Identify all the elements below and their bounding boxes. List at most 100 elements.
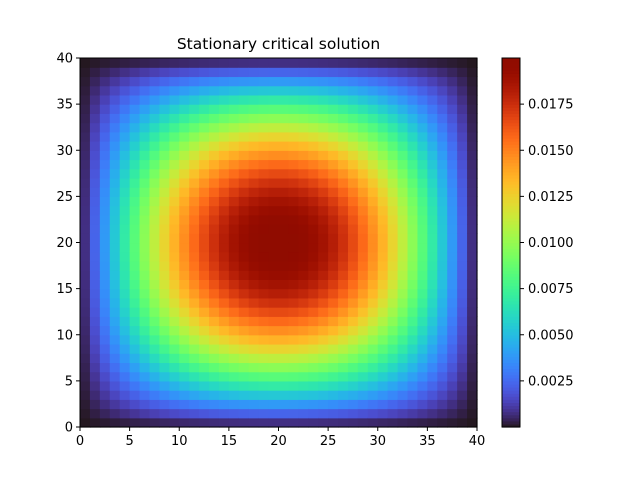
heatmap-cell — [328, 196, 339, 207]
heatmap-cell — [119, 85, 131, 96]
heatmap-cell — [119, 343, 131, 354]
heatmap-cell — [258, 371, 270, 382]
heatmap-cell — [357, 233, 369, 244]
heatmap-cell — [328, 131, 339, 142]
colorbar-segment — [502, 165, 520, 170]
heatmap-cell — [89, 371, 101, 382]
heatmap-cell — [129, 76, 141, 87]
heatmap-cell — [457, 288, 468, 299]
heatmap-cell — [218, 371, 230, 382]
heatmap-cell — [427, 85, 438, 96]
heatmap-cell — [99, 104, 111, 114]
heatmap-cell — [199, 159, 210, 170]
heatmap-cell — [457, 408, 468, 419]
heatmap-cell — [407, 85, 419, 96]
colorbar-segment — [502, 402, 520, 407]
heatmap-cell — [89, 279, 101, 290]
heatmap-cell — [347, 316, 359, 327]
heatmap-cell — [457, 307, 468, 317]
heatmap-cell — [457, 131, 468, 142]
heatmap-cell — [387, 297, 399, 308]
heatmap-cell — [298, 371, 309, 382]
heatmap-cell — [258, 150, 270, 161]
heatmap-cell — [338, 76, 349, 87]
heatmap-cell — [377, 270, 389, 280]
heatmap-cell — [298, 224, 309, 234]
heatmap-cell — [258, 224, 270, 234]
heatmap-cell — [139, 159, 151, 170]
heatmap-cell — [268, 150, 280, 161]
heatmap-cell — [308, 279, 319, 290]
heatmap-cell — [308, 270, 319, 280]
heatmap-cell — [437, 67, 448, 78]
heatmap-cell — [218, 353, 230, 364]
colorbar-segment — [502, 107, 520, 111]
heatmap-cell — [417, 371, 428, 382]
heatmap-cell — [238, 168, 250, 179]
colorbar-segment — [502, 168, 520, 173]
heatmap-cell — [318, 205, 329, 216]
heatmap-cell — [318, 353, 329, 364]
heatmap-cell — [357, 297, 369, 308]
heatmap-cell — [377, 214, 389, 225]
heatmap-cell — [427, 224, 438, 234]
heatmap-cell — [129, 334, 141, 345]
heatmap-cell — [80, 270, 91, 280]
heatmap-cell — [328, 288, 339, 299]
heatmap-cell — [228, 343, 240, 354]
heatmap-cell — [298, 380, 309, 391]
heatmap-cell — [318, 297, 329, 308]
heatmap-cell — [288, 399, 299, 410]
heatmap-cell — [169, 224, 180, 234]
heatmap-cell — [467, 343, 478, 354]
colorbar-segment — [502, 319, 520, 324]
heatmap-cell — [328, 242, 339, 253]
heatmap-cell — [437, 353, 448, 364]
heatmap-cell — [397, 343, 409, 354]
heatmap-cell — [139, 76, 151, 87]
heatmap-cell — [248, 297, 260, 308]
heatmap-cell — [347, 260, 359, 271]
heatmap-cell — [179, 58, 190, 68]
heatmap-cell — [189, 187, 200, 197]
heatmap-cell — [149, 334, 160, 345]
heatmap-cell — [278, 325, 290, 336]
heatmap-cell — [298, 279, 309, 290]
heatmap-cell — [447, 233, 458, 244]
heatmap-cell — [209, 85, 220, 96]
heatmap-cell — [109, 307, 121, 317]
heatmap-cell — [209, 288, 220, 299]
heatmap-cell — [179, 150, 190, 161]
heatmap-cell — [298, 177, 309, 188]
colorbar-segment — [502, 85, 520, 90]
heatmap-cell — [457, 214, 468, 225]
heatmap-cell — [228, 417, 240, 428]
colorbar-segment — [502, 350, 520, 354]
heatmap-cell — [288, 113, 299, 124]
heatmap-cell — [357, 380, 369, 391]
colorbar-segment — [502, 245, 520, 250]
heatmap-cell — [99, 141, 111, 151]
heatmap-cell — [238, 417, 250, 428]
heatmap-cell — [268, 196, 280, 207]
colorbar-segment — [502, 97, 520, 102]
heatmap-cell — [238, 67, 250, 78]
colorbar-segment — [502, 294, 520, 299]
heatmap-cell — [467, 288, 478, 299]
heatmap-cell — [129, 380, 141, 391]
colorbar-segment — [502, 67, 520, 71]
heatmap-cell — [347, 380, 359, 391]
heatmap-cell — [149, 214, 160, 225]
heatmap-cell — [347, 187, 359, 197]
heatmap-cell — [357, 150, 369, 161]
heatmap-cell — [397, 67, 409, 78]
heatmap-cell — [189, 104, 200, 114]
colorbar-segment — [502, 405, 520, 410]
heatmap-cell — [288, 371, 299, 382]
heatmap-cell — [238, 150, 250, 161]
heatmap-cell — [347, 205, 359, 216]
heatmap-cell — [238, 76, 250, 87]
heatmap-cell — [397, 141, 409, 151]
heatmap-cell — [109, 205, 121, 216]
